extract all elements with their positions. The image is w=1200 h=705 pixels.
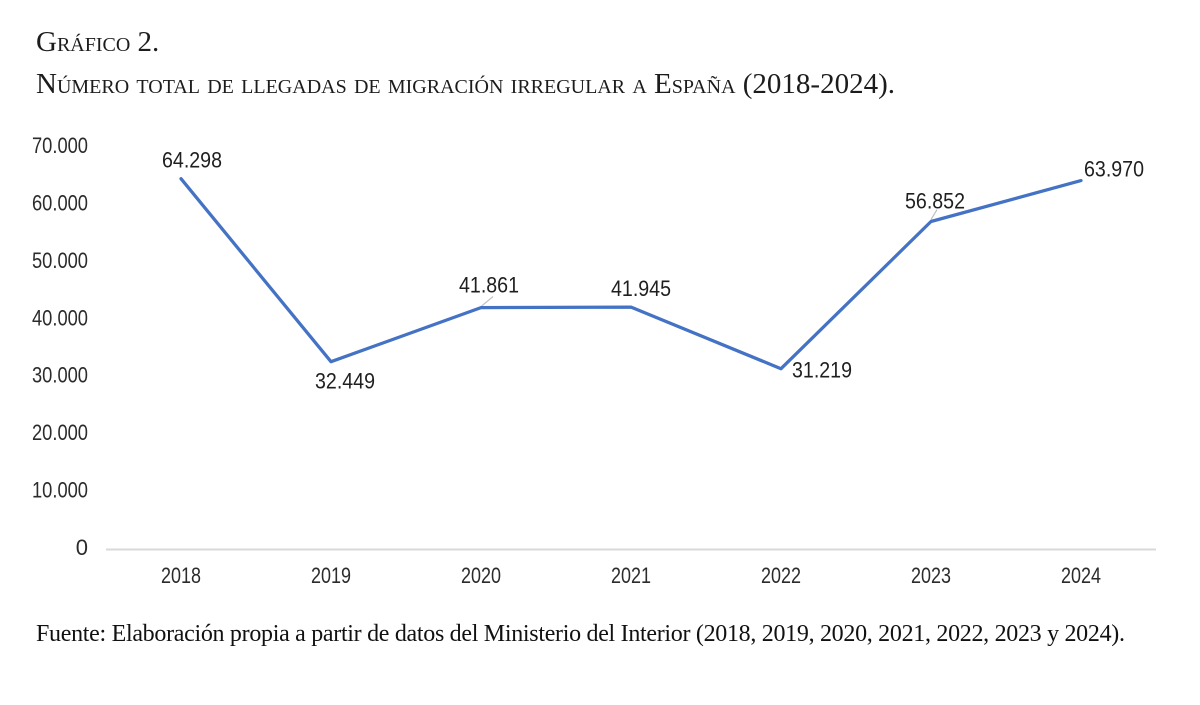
source-note: Fuente: Elaboración propia a partir de d…: [36, 621, 1125, 647]
data-point-label: 63.970: [1084, 157, 1144, 182]
y-axis-tick-label: 40.000: [32, 305, 88, 330]
data-series-line: [179, 177, 1083, 371]
chart-title-line1: Gráfico 2.: [36, 26, 160, 58]
data-label-leader-line: [480, 296, 494, 308]
y-axis-tick-label: 70.000: [32, 133, 88, 158]
data-point-label: 31.219: [792, 358, 852, 383]
y-axis-tick-label: 10.000: [32, 478, 88, 503]
y-axis-tick-label: 30.000: [32, 363, 88, 388]
data-point-label: 56.852: [905, 189, 965, 214]
line-chart-canvas: 0 10.000 20.000 30.000 40.000 50.000 60.000 70.…: [32, 133, 1156, 588]
data-label-leader-line: [930, 209, 938, 220]
x-axis-category-label: 2019: [311, 563, 351, 588]
x-axis-category-label: 2018: [161, 563, 201, 588]
chart-title-line2: Número total de llegadas de migración ir…: [36, 68, 895, 100]
data-point-label: 41.945: [611, 276, 671, 301]
x-axis-category-label: 2022: [761, 563, 801, 588]
y-axis-tick-label: 20.000: [32, 420, 88, 445]
y-axis-tick-label: 50.000: [32, 248, 88, 273]
data-point-label: 32.449: [315, 369, 375, 394]
y-axis-tick-label: 0: [76, 535, 88, 560]
y-axis-tick-label: 60.000: [32, 190, 88, 215]
data-point-label: 64.298: [162, 148, 222, 173]
x-axis-category-label: 2023: [911, 563, 951, 588]
data-point-label: 41.861: [459, 273, 519, 298]
x-axis-category-label: 2024: [1061, 563, 1101, 588]
x-axis-category-label: 2020: [461, 563, 501, 588]
x-axis-category-label: 2021: [611, 563, 651, 588]
chart-title: Gráfico 2. Número total de llegadas de m…: [36, 21, 895, 105]
